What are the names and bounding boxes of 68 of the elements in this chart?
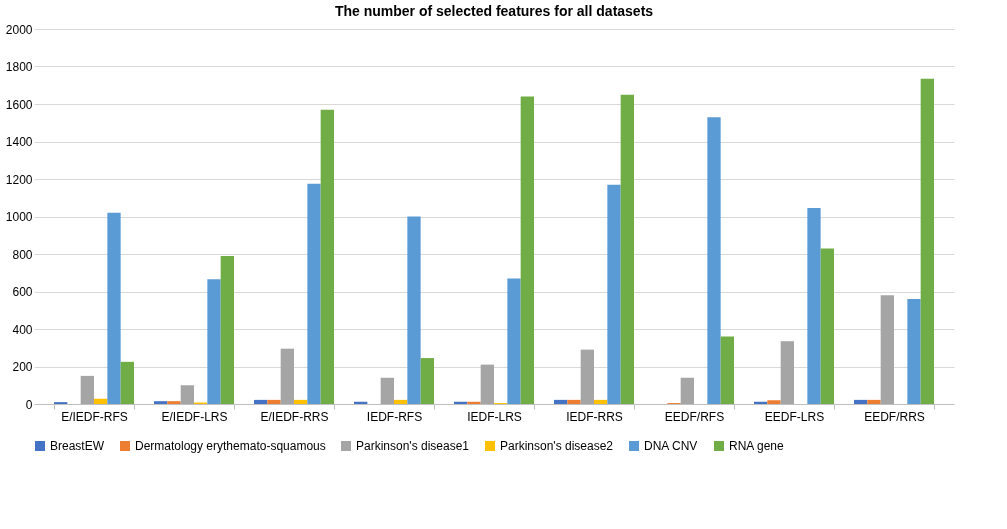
y-tick-label: 1200	[5, 172, 33, 187]
y-tick-label: 1400	[5, 135, 33, 149]
bar	[320, 109, 334, 404]
legend-label: RNA gene	[729, 439, 785, 453]
bar	[720, 336, 734, 404]
bar	[380, 377, 394, 404]
bar	[620, 94, 634, 404]
bar	[407, 216, 421, 404]
bar	[394, 399, 408, 404]
y-tick-label: 200	[12, 360, 33, 374]
x-tick-label: EEDF/RFS	[664, 409, 725, 424]
bar	[480, 364, 494, 404]
x-tick-label: E/IEDF-LRS	[161, 409, 228, 424]
bar	[207, 279, 221, 404]
legend-label: DNA CNV	[644, 439, 698, 453]
bar	[554, 399, 568, 404]
legend-label: Parkinson's disease1	[356, 439, 470, 453]
bar	[880, 295, 894, 404]
y-tick-label: 1000	[5, 210, 33, 224]
bar	[867, 399, 881, 404]
bar	[820, 248, 834, 404]
bar	[607, 184, 621, 404]
y-tick-label: 0	[25, 397, 33, 412]
bar	[920, 78, 934, 404]
x-tick-label: IEDF-RFS	[366, 409, 423, 424]
bar	[567, 399, 581, 404]
bar	[420, 358, 434, 404]
bar	[780, 341, 794, 404]
y-tick-label: 400	[12, 322, 33, 337]
legend-label: Dermatology erythemato-squamous	[135, 439, 326, 453]
x-tick-label: E/IEDF-RFS	[61, 409, 128, 424]
y-tick-label: 1800	[5, 60, 33, 74]
y-tick-label: 800	[12, 247, 33, 262]
x-tick-label: E/IEDF-RRS	[260, 409, 329, 424]
bar	[907, 299, 921, 404]
bar	[807, 208, 821, 404]
chart-title: The number of selected features for all datasets	[334, 3, 654, 19]
bar	[94, 398, 108, 404]
legend-label: BreastEW	[50, 439, 105, 453]
bar	[107, 212, 121, 404]
x-tick-label: IEDF-RRS	[566, 409, 623, 424]
bar	[267, 399, 281, 404]
bar	[220, 255, 234, 404]
bar	[767, 400, 781, 404]
x-tick-label: EEDF-LRS	[764, 409, 825, 424]
bar	[154, 401, 168, 404]
bar	[594, 399, 608, 404]
bar	[854, 399, 868, 404]
bar	[180, 385, 194, 404]
bar	[294, 399, 308, 404]
bar	[520, 96, 534, 404]
bar	[80, 375, 94, 404]
bar	[120, 361, 134, 404]
bar	[580, 349, 594, 404]
bar	[280, 348, 294, 404]
bar	[707, 117, 721, 404]
y-tick-label: 2000	[5, 22, 33, 37]
bar	[507, 278, 521, 404]
bar	[307, 183, 321, 404]
bar	[680, 377, 694, 404]
bar	[467, 401, 481, 404]
x-tick-label: EEDF/RRS	[864, 409, 925, 424]
bar	[167, 401, 181, 404]
y-tick-label: 1600	[5, 97, 33, 112]
legend-label: Parkinson's disease2	[500, 439, 614, 453]
x-tick-label: IEDF-LRS	[467, 409, 522, 424]
bar	[254, 399, 268, 404]
y-tick-label: 600	[12, 285, 33, 299]
